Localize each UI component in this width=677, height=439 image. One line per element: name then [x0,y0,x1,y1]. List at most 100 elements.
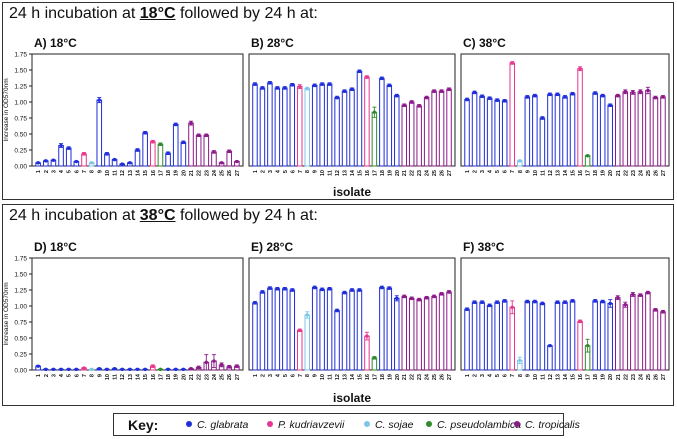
data-point [305,86,309,91]
bar [386,287,393,371]
bar [379,286,385,371]
key-item-tropicalis: C. tropicalis [514,419,580,431]
data-point [320,287,324,292]
x-tick-label: 25 [220,170,226,176]
bar [267,82,273,167]
x-tick-label: 15 [571,170,577,176]
bar [304,314,310,371]
data-point [593,91,597,95]
data-point [275,86,280,90]
section-title-temp: 38°C [139,207,176,224]
bar [416,105,422,167]
data-point [89,367,94,372]
key-label: C. tropicalis [525,419,580,431]
data-point [387,83,392,88]
x-tick-label: 18 [166,170,172,176]
data-point [380,285,384,290]
x-tick-label: 13 [128,170,134,176]
bar [356,289,363,371]
x-tick-label: 15 [143,170,149,176]
bar [188,122,194,167]
bar [652,309,659,371]
x-tick-label: 6 [74,374,80,377]
section-title-suffix: followed by 24 h at: [175,207,318,224]
data-point [253,301,257,305]
key-label: P. kudriavzevii [278,419,345,431]
bar [532,301,538,371]
data-point [335,95,339,100]
data-point [548,343,552,348]
data-point [600,93,605,98]
data-point [608,103,612,107]
y-tick-label: 0.25 [14,148,27,155]
y-tick-label: 1.50 [14,68,27,75]
x-tick-label: 13 [343,170,349,176]
x-tick-label: 6 [290,170,296,173]
x-tick-label: 17 [158,170,164,176]
data-point [51,158,56,162]
data-point [410,100,414,104]
x-tick-label: 16 [151,374,157,380]
x-tick-label: 5 [283,170,289,173]
data-point [196,133,201,137]
x-tick-label: 25 [432,170,438,176]
data-point [402,294,406,299]
data-point [120,162,124,166]
data-point [350,87,354,91]
data-point [465,307,469,311]
bar [446,291,452,371]
x-tick-label: 16 [578,170,584,176]
x-tick-label: 13 [555,374,561,380]
bar [524,96,531,167]
data-point [298,328,302,333]
data-point [487,96,492,100]
x-tick-label: 18 [166,374,172,380]
data-point [503,299,507,303]
data-point [66,367,71,372]
x-tick-label: 18 [380,374,386,380]
bar [297,329,303,371]
data-point [417,104,421,108]
bar [58,145,64,167]
data-point [631,292,635,297]
data-point [128,367,132,372]
x-tick-label: 8 [90,170,96,173]
data-point [518,159,522,163]
y-tick-label: 0.00 [14,164,27,171]
bar [471,91,478,167]
y-tick-label: 1.25 [14,84,27,91]
bar [637,91,644,167]
bar [464,98,470,167]
bar [408,101,415,167]
bar [371,357,378,371]
section-title-38c: 24 h incubation at 38°C followed by 24 h… [9,207,318,225]
x-tick-label: 3 [480,170,486,173]
section-title-suffix: followed by 24 h at: [175,5,318,22]
x-tick-label: 4 [59,373,65,377]
data-point [357,288,362,292]
x-tick-label: 3 [268,170,274,173]
y-tick-label: 1.25 [14,288,27,295]
x-tick-label: 11 [540,374,546,380]
x-tick-label: 17 [158,374,164,380]
bar [592,92,598,167]
x-tick-label: 1 [36,374,42,377]
data-point [189,121,193,125]
bar [311,84,318,167]
data-point [320,82,324,86]
x-tick-label: 5 [67,374,73,377]
data-point [335,308,339,313]
data-point [661,95,665,99]
bar [599,301,606,371]
key-label: C. pseudolambica [437,419,522,431]
bar [607,104,613,167]
x-tick-label: 2 [473,170,479,173]
x-tick-label: 27 [235,374,241,380]
bar [554,301,561,371]
x-tick-label: 2 [260,170,266,173]
bar [282,288,288,371]
x-tick-label: 19 [387,170,393,176]
bar [96,99,103,167]
data-point [495,98,499,102]
data-point [480,300,484,304]
